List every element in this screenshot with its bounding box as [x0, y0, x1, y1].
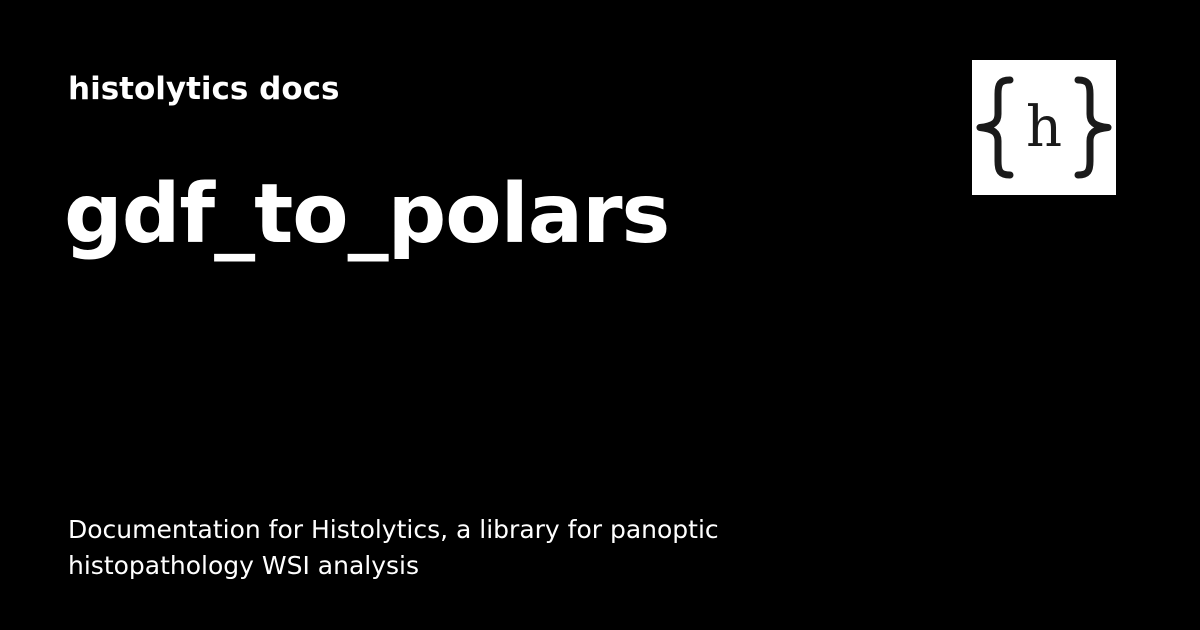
page-title: gdf_to_polars [64, 167, 670, 262]
logo: h [972, 60, 1116, 195]
logo-letter: h [1026, 95, 1062, 160]
site-name: histolytics docs [68, 71, 340, 107]
page-description: Documentation for Histolytics, a library… [68, 515, 719, 580]
braces-h-logo-icon: h [976, 76, 1112, 179]
